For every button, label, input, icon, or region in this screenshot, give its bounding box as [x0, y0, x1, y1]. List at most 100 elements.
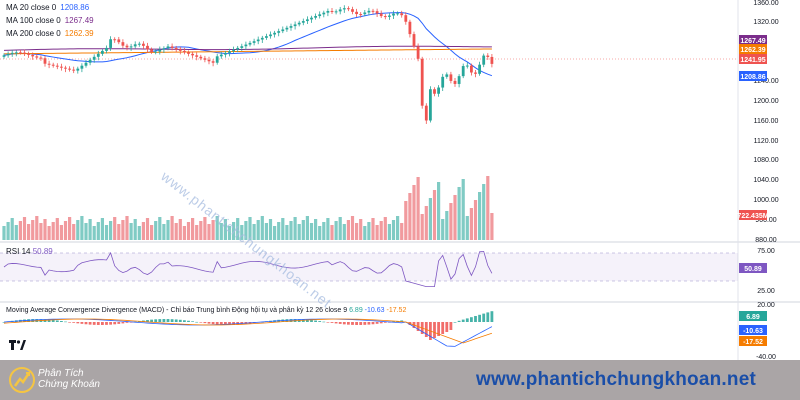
candle-body — [76, 68, 80, 71]
macd-histogram-bar — [101, 322, 104, 325]
candle-body — [260, 37, 264, 40]
volume-bar — [215, 216, 219, 240]
legend-rsi[interactable]: RSI 14 50.89 — [6, 247, 53, 256]
legend-ma100[interactable]: MA 100 close 0 1267.49 — [6, 16, 94, 25]
macd-histogram-bar — [146, 320, 149, 322]
chart-canvas[interactable]: 1360.00 1320.00 1240.00 1200.00 1160.00 1120.… — [0, 0, 800, 361]
candle-body — [465, 65, 469, 67]
macd-histogram-bar — [375, 322, 379, 324]
candle-body — [441, 76, 445, 88]
candle-body — [199, 56, 203, 59]
macd-histogram-bar — [76, 322, 80, 324]
legend-ma200[interactable]: MA 200 close 0 1262.39 — [6, 29, 94, 38]
volume-bar — [199, 221, 203, 240]
rsi-label: RSI — [6, 247, 20, 256]
macd-histogram-bar — [289, 319, 293, 322]
footer-url[interactable]: www.phantichchungkhoan.net — [476, 369, 756, 390]
volume-bar — [342, 224, 346, 240]
volume-bar — [490, 213, 494, 240]
macd-badge — [739, 311, 767, 321]
volume-bar — [22, 217, 27, 240]
price-tick-label: 1080.00 — [753, 157, 778, 164]
candle-body — [392, 13, 395, 16]
ma200-line — [3, 48, 492, 55]
candle-body — [449, 74, 453, 81]
candle-body — [252, 41, 256, 43]
price-badge — [739, 71, 767, 81]
macd-tick-label: 20.00 — [757, 302, 775, 309]
candle-body — [482, 55, 486, 65]
candle-body — [248, 42, 252, 45]
macd-histogram-bar — [383, 322, 387, 323]
volume-bar — [178, 219, 182, 240]
volume-bar — [72, 224, 76, 240]
volume-bar — [260, 216, 264, 240]
macd-histogram-bar — [478, 314, 481, 322]
candle-body — [240, 46, 244, 48]
macd-histogram-bar — [371, 322, 375, 325]
volume-bar — [104, 225, 109, 240]
candle-body — [424, 105, 428, 121]
macd-histogram-bar — [64, 321, 67, 323]
volume-bar — [461, 179, 465, 240]
price-tick-label: 1320.00 — [753, 19, 778, 26]
candle-body — [142, 43, 145, 46]
volume-bar — [100, 218, 104, 240]
candle-body — [137, 43, 141, 45]
volume-bar — [113, 217, 117, 240]
macd-histogram-bar — [178, 319, 182, 322]
candle-body — [371, 10, 375, 12]
candle-body — [420, 58, 424, 106]
price-axis: 1360.00 1320.00 1240.00 1200.00 1160.00 1120.… — [737, 0, 779, 361]
volume-bar — [141, 222, 145, 240]
candle-body — [453, 80, 457, 84]
volume-bar — [166, 220, 170, 240]
macd-histogram-bar — [207, 322, 211, 324]
legend-ma20[interactable]: MA 20 close 0 1208.86 — [6, 3, 89, 12]
price-badge-label: 722.435M — [737, 213, 768, 220]
volume-bar — [125, 216, 129, 240]
macd-histogram-bar — [379, 322, 383, 324]
candle-body — [187, 52, 190, 54]
legend-ma20-value: 1208.86 — [60, 3, 90, 12]
volume-bar — [424, 206, 428, 240]
price-tick-label: 1160.00 — [754, 118, 779, 125]
candle-body — [43, 58, 47, 64]
candle-body — [203, 58, 207, 60]
macd-histogram-bar — [449, 322, 453, 330]
volume-bar — [232, 222, 236, 240]
macd-histogram-bar — [490, 311, 494, 322]
macd-histogram-bar — [326, 322, 330, 323]
candle-body — [236, 47, 240, 50]
candle-body — [154, 51, 158, 53]
candle-body — [92, 56, 96, 60]
candle-body — [2, 55, 6, 57]
volume-bar — [449, 203, 453, 240]
volume-bar — [473, 200, 478, 240]
candle-body — [297, 22, 301, 25]
candle-body — [55, 65, 59, 67]
candle-body — [322, 12, 326, 15]
candle-body — [162, 48, 166, 50]
candle-body — [6, 53, 10, 56]
brand-line-1: Phân Tích — [38, 368, 84, 379]
volume-bar — [441, 219, 445, 240]
chart-area[interactable]: 1360.00 1320.00 1240.00 1200.00 1160.00 1120.… — [0, 0, 800, 361]
candle-body — [207, 59, 211, 62]
macd-histogram-bar — [92, 322, 96, 325]
volume-bar — [150, 225, 154, 240]
candle-body — [375, 11, 379, 14]
volume-bar — [219, 223, 223, 240]
tradingview-logo-icon[interactable] — [8, 338, 26, 352]
legend-macd[interactable]: Moving Average Convergence Divergence (M… — [6, 307, 406, 314]
rsi-pane — [0, 250, 738, 287]
rsi-badge-label: 50.89 — [744, 266, 762, 273]
volume-bar — [285, 225, 289, 240]
candle-body — [347, 8, 350, 10]
macd-histogram-bar — [318, 321, 322, 322]
volume-bar — [346, 220, 350, 240]
candle-body — [338, 9, 342, 12]
macd-histogram-bar — [474, 316, 477, 322]
volume-bar — [51, 222, 55, 240]
ma100-line — [3, 45, 492, 51]
